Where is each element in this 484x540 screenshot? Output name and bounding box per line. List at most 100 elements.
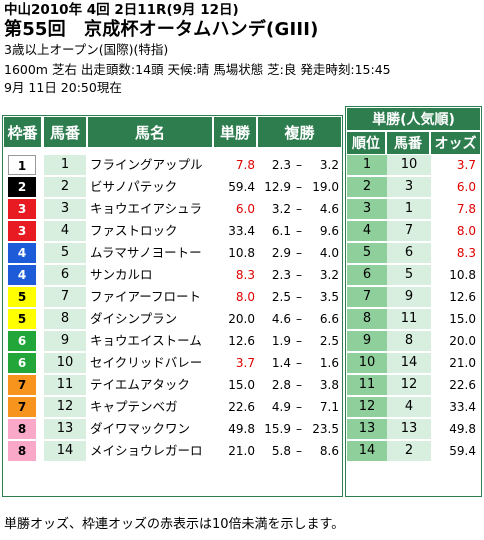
waku-cell: 1: [8, 155, 36, 175]
rank-umaban-cell: 5: [387, 265, 431, 285]
win-odds-cell: 8.0: [214, 287, 257, 307]
rank-umaban-cell: 10: [387, 155, 431, 175]
ranking-row: 7 9 12.6: [347, 287, 480, 307]
horse-name-cell: ファストロック: [86, 221, 214, 241]
umaban-cell: 3: [44, 199, 86, 219]
place-high-cell: 3.5: [307, 287, 341, 307]
rank-cell: 12: [347, 397, 387, 417]
win-odds-cell: 12.6: [214, 331, 257, 351]
rank-odds-cell: 8.0: [431, 221, 480, 241]
place-high-cell: 4.0: [307, 243, 341, 263]
waku-cell: 6: [8, 353, 36, 373]
place-low-cell: 2.3: [257, 155, 291, 175]
horse-name-cell: キョウエイアシュラ: [86, 199, 214, 219]
waku-cell: 5: [8, 287, 36, 307]
place-dash: –: [291, 331, 307, 351]
umaban-cell: 14: [44, 441, 86, 461]
umaban-cell: 4: [44, 221, 86, 241]
rank-cell: 10: [347, 353, 387, 373]
table-row: 4 5 ムラマサノヨートー 10.8 2.9–4.0: [4, 243, 341, 263]
umaban-cell: 6: [44, 265, 86, 285]
place-high-cell: 9.6: [307, 221, 341, 241]
horse-name-cell: サンカルロ: [86, 265, 214, 285]
race-title: 第55回 京成杯オータムハンデ(GIII): [4, 19, 319, 40]
place-high-cell: 3.2: [307, 155, 341, 175]
venue-line: 中山2010年 4回 2日11R(9月 12日): [4, 2, 239, 18]
rank-odds-cell: 20.0: [431, 331, 480, 351]
rank-umaban-cell: 7: [387, 221, 431, 241]
rank-umaban-cell: 4: [387, 397, 431, 417]
table-row: 6 9 キョウエイストーム 12.6 1.9–2.5: [4, 331, 341, 351]
race-info: 1600m 芝右 出走頭数:14頭 天候:晴 馬場状態 芝:良 発走時刻:15:…: [4, 62, 391, 77]
waku-cell: 2: [8, 177, 36, 197]
horse-name-cell: ファイアーフロート: [86, 287, 214, 307]
rank-cell: 13: [347, 419, 387, 439]
place-dash: –: [291, 287, 307, 307]
rank-cell: 7: [347, 287, 387, 307]
ranking-row: 9 8 20.0: [347, 331, 480, 351]
rank-cell: 6: [347, 265, 387, 285]
place-high-cell: 3.2: [307, 265, 341, 285]
place-dash: –: [291, 419, 307, 439]
header-umaban: 馬番: [44, 117, 86, 147]
horse-name-cell: キョウエイストーム: [86, 331, 214, 351]
header-horse-name: 馬名: [88, 117, 212, 147]
header-waku: 枠番: [4, 117, 41, 147]
place-low-cell: 2.3: [257, 265, 291, 285]
header-odds: オッズ: [431, 132, 480, 154]
ranking-row: 5 6 8.3: [347, 243, 480, 263]
rank-umaban-cell: 2: [387, 441, 431, 461]
ranking-row: 3 1 7.8: [347, 199, 480, 219]
place-dash: –: [291, 243, 307, 263]
rank-umaban-cell: 9: [387, 287, 431, 307]
rank-umaban-cell: 12: [387, 375, 431, 395]
waku-cell: 4: [8, 265, 36, 285]
rank-umaban-cell: 1: [387, 199, 431, 219]
table-row: 1 1 フライングアップル 7.8 2.3–3.2: [4, 155, 341, 175]
place-dash: –: [291, 265, 307, 285]
rank-cell: 4: [347, 221, 387, 241]
place-dash: –: [291, 397, 307, 417]
place-low-cell: 4.9: [257, 397, 291, 417]
header-place: 複勝: [258, 117, 341, 147]
place-high-cell: 8.6: [307, 441, 341, 461]
umaban-cell: 5: [44, 243, 86, 263]
place-low-cell: 2.8: [257, 375, 291, 395]
ranking-row: 2 3 6.0: [347, 177, 480, 197]
win-odds-cell: 22.6: [214, 397, 257, 417]
place-dash: –: [291, 441, 307, 461]
horse-name-cell: セイクリッドバレー: [86, 353, 214, 373]
rank-umaban-cell: 13: [387, 419, 431, 439]
place-high-cell: 4.6: [307, 199, 341, 219]
place-high-cell: 23.5: [307, 419, 341, 439]
umaban-cell: 13: [44, 419, 86, 439]
place-low-cell: 4.6: [257, 309, 291, 329]
header-ranking-title: 単勝(人気順): [347, 108, 480, 130]
rank-cell: 9: [347, 331, 387, 351]
rank-cell: 5: [347, 243, 387, 263]
horse-name-cell: メイショウレガーロ: [86, 441, 214, 461]
horse-name-cell: テイエムアタック: [86, 375, 214, 395]
rank-cell: 2: [347, 177, 387, 197]
place-dash: –: [291, 353, 307, 373]
rank-odds-cell: 10.8: [431, 265, 480, 285]
place-dash: –: [291, 309, 307, 329]
ranking-row: 6 5 10.8: [347, 265, 480, 285]
waku-cell: 6: [8, 331, 36, 351]
horse-name-cell: ダイシンプラン: [86, 309, 214, 329]
umaban-cell: 10: [44, 353, 86, 373]
rank-umaban-cell: 6: [387, 243, 431, 263]
table-row: 3 3 キョウエイアシュラ 6.0 3.2–4.6: [4, 199, 341, 219]
umaban-cell: 12: [44, 397, 86, 417]
horse-name-cell: ビサノパテック: [86, 177, 214, 197]
rank-odds-cell: 7.8: [431, 199, 480, 219]
waku-cell: 8: [8, 419, 36, 439]
ranking-row: 13 13 49.8: [347, 419, 480, 439]
header-rank-umaban: 馬番: [387, 132, 429, 154]
rank-odds-cell: 21.0: [431, 353, 480, 373]
umaban-cell: 9: [44, 331, 86, 351]
rank-cell: 11: [347, 375, 387, 395]
place-low-cell: 3.2: [257, 199, 291, 219]
ranking-row: 12 4 33.4: [347, 397, 480, 417]
table-row: 2 2 ビサノパテック 59.4 12.9–19.0: [4, 177, 341, 197]
